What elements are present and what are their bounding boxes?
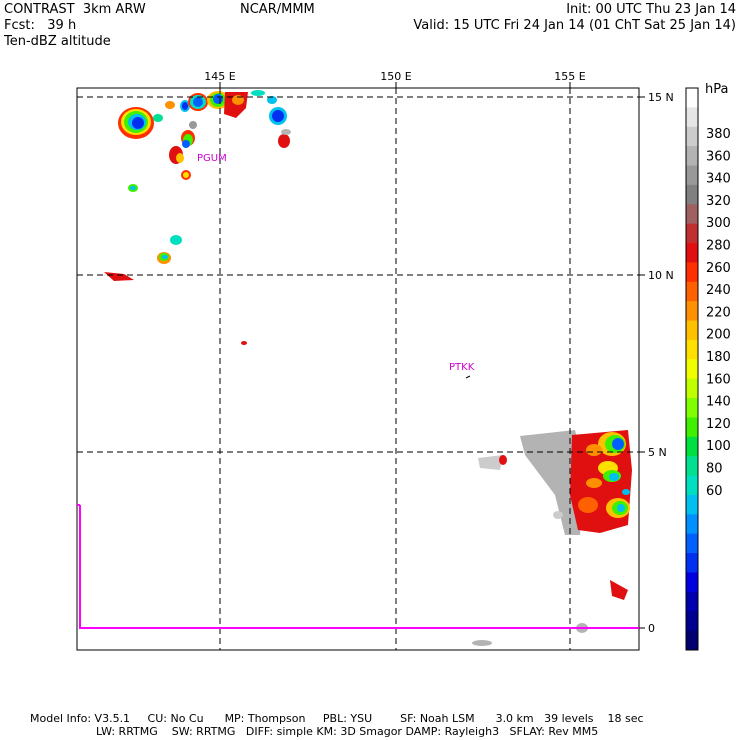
colorbar-swatch	[686, 126, 698, 147]
colorbar-swatch	[686, 494, 698, 515]
colorbar-swatch	[686, 88, 698, 108]
colorbar-swatch	[686, 301, 698, 322]
model-info-line2: LW: RRTMG SW: RRTMG DIFF: simple KM: 3D …	[96, 725, 599, 738]
forecast-hour: Fcst: 39 h	[4, 18, 77, 33]
model-info-line1: Model Info: V3.5.1 CU: No Cu MP: Thompso…	[30, 712, 644, 725]
domain-boundary	[79, 505, 639, 629]
colorbar-label: 120	[706, 417, 731, 432]
colorbar-swatch	[686, 378, 698, 399]
colorbar-swatch	[686, 553, 698, 573]
lat-label-15n: 15 N	[648, 91, 674, 104]
colorbar-swatch	[686, 223, 698, 244]
colorbar-swatch	[686, 204, 698, 225]
colorbar-swatch	[686, 533, 698, 554]
colorbar-label: 300	[706, 216, 731, 231]
colorbar-label: 100	[706, 439, 731, 454]
lat-label-10n: 10 N	[648, 269, 674, 282]
colorbar-label: 80	[706, 462, 723, 477]
init-time: Init: 00 UTC Thu 23 Jan 14	[566, 2, 736, 17]
colorbar-swatch	[686, 165, 698, 186]
colorbar-label: 260	[706, 261, 731, 276]
colorbar-swatch	[686, 514, 698, 535]
colorbar	[685, 87, 699, 651]
colorbar-label: 140	[706, 395, 731, 410]
colorbar-swatch	[686, 107, 698, 128]
colorbar-swatch	[686, 591, 698, 612]
valid-time: Valid: 15 UTC Fri 24 Jan 14 (01 ChT Sat …	[413, 18, 736, 33]
colorbar-label: 320	[706, 194, 731, 209]
colorbar-swatch	[686, 611, 698, 632]
colorbar-swatch	[686, 359, 698, 380]
lon-label-145: 145 E	[204, 70, 235, 83]
colorbar-label: 280	[706, 239, 731, 254]
colorbar-label: 180	[706, 350, 731, 365]
colorbar-swatch	[686, 417, 698, 438]
colorbar-swatch	[686, 146, 698, 167]
lon-label-150: 150 E	[380, 70, 411, 83]
colorbar-swatch	[686, 184, 698, 205]
colorbar-label: 340	[706, 172, 731, 187]
colorbar-swatch	[686, 339, 698, 360]
colorbar-swatch	[686, 630, 698, 651]
colorbar-label: 360	[706, 149, 731, 164]
model-title: CONTRAST 3km ARW	[4, 2, 146, 17]
colorbar-swatch	[686, 320, 698, 341]
colorbar-swatch	[686, 475, 698, 496]
colorbar-label: 220	[706, 305, 731, 320]
colorbar-swatch	[686, 398, 698, 418]
colorbar-label: 240	[706, 283, 731, 298]
colorbar-unit: hPa	[705, 82, 728, 97]
colorbar-label: 60	[706, 484, 723, 499]
colorbar-label: 380	[706, 127, 731, 142]
map-frame	[76, 87, 640, 651]
colorbar-swatch	[686, 281, 698, 302]
colorbar-swatch	[686, 456, 698, 477]
lon-label-155: 155 E	[554, 70, 585, 83]
field-name: Ten-dBZ altitude	[4, 34, 111, 49]
lat-label-5n: 5 N	[648, 446, 667, 459]
colorbar-swatch	[686, 436, 698, 457]
colorbar-swatch	[686, 243, 698, 263]
center-name: NCAR/MMM	[240, 2, 315, 17]
graticule	[77, 88, 639, 650]
reflectivity-field	[104, 90, 632, 646]
colorbar-label: 200	[706, 328, 731, 343]
colorbar-swatch	[686, 572, 698, 593]
station-ptkk: PTKK	[449, 362, 475, 373]
station-pgum: PGUM	[197, 153, 227, 164]
colorbar-swatch	[686, 262, 698, 283]
lat-label-0: 0	[648, 622, 655, 635]
colorbar-label: 160	[706, 372, 731, 387]
